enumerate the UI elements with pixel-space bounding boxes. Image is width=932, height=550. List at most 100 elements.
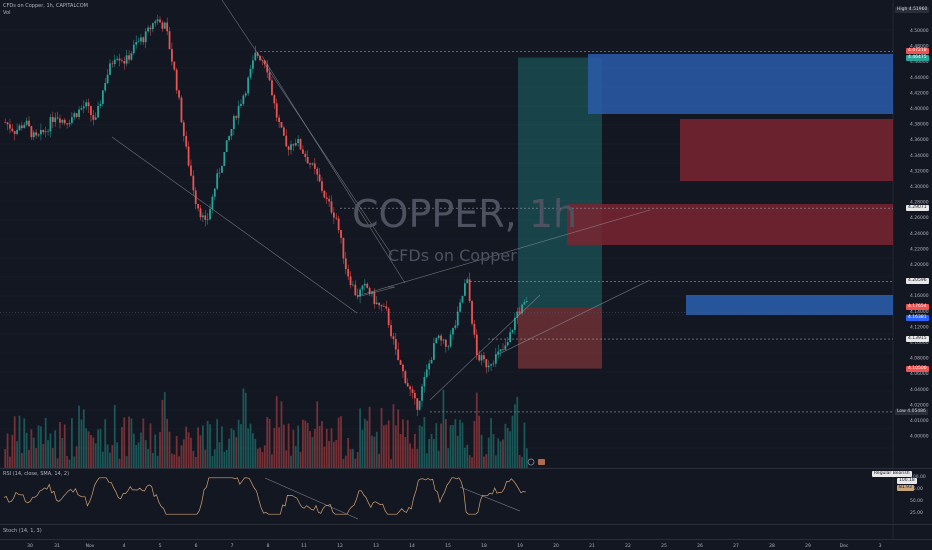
candle-body [404,371,407,384]
volume-bar [101,451,104,468]
candle-body [49,117,52,132]
candle-body [378,302,381,306]
candle-body [47,131,49,132]
volume-bar [30,429,33,468]
volume-bar [171,453,173,468]
candle-body [235,116,238,118]
y-axis-tick-label: 4.06000 [910,371,929,377]
y-axis-tick-label: 4.34000 [910,153,929,159]
volume-bar [383,425,385,468]
watermark-symbol: COPPER, 1h [352,192,578,236]
volume-bar [32,437,35,468]
candle-body [337,218,340,231]
candle-body [259,55,261,61]
volume-bar [223,451,226,468]
volume-bar [394,425,397,468]
volume-bar [75,446,78,468]
price-label-tag: 4.10500 [906,365,929,372]
volume-bar [354,458,357,468]
volume-bar [490,418,492,468]
volume-bar [375,431,378,468]
volume-bar [499,441,502,468]
volume-bar [378,453,381,468]
volume-bar [190,437,192,468]
candle-body [466,279,469,284]
volume-bar [371,435,373,468]
y-axis-tick-label: 4.01000 [910,418,929,424]
candle-body [437,335,440,339]
candle-body [440,335,442,341]
trend-line [261,55,406,284]
candle-body [506,342,509,346]
volume-bar [147,449,149,468]
volume-bar [494,455,497,468]
y-axis-tick-label: 4.36000 [910,137,929,143]
volume-bar [347,438,350,468]
y-axis-tick-label: 4.12000 [910,324,929,330]
volume-bar [185,426,188,468]
y-axis-tick-label: 4.24000 [910,231,929,237]
volume-bar [168,431,171,468]
candle-body [285,135,288,147]
demand-zone-blue [686,295,893,315]
candle-body [485,359,488,368]
candle-body [447,346,450,348]
volume-bar [437,450,440,468]
trend-line [429,294,541,401]
candle-body [135,41,138,45]
volume-bar [54,430,57,468]
volume-bar [321,421,323,468]
volume-bar [428,439,431,468]
volume-bar [23,418,26,468]
volume-bar [213,449,216,468]
volume-bar [66,456,69,468]
volume-bar [280,401,283,468]
x-axis-tick-label: 8 [267,543,270,549]
rsi-divergence-tag: Regular Bearish [872,471,912,477]
volume-bar [294,446,297,468]
volume-bar [387,420,390,468]
candle-body [101,90,104,104]
volume-legend: Vol [3,10,11,16]
x-axis-tick-label: 30 [27,543,33,549]
volume-bar [356,452,359,468]
y-axis-tick-label: 4.14000 [910,309,929,315]
volume-bar [78,405,80,468]
volume-bar [25,432,28,468]
candle-body [137,41,140,43]
x-axis-tick-label: 6 [195,543,198,549]
volume-bar [113,405,116,468]
candle-body [475,334,478,355]
volume-bar [228,438,230,468]
rsi-axis-tick-label: 75.00 [910,486,923,492]
candle-body [452,328,454,335]
candle-body [175,69,178,91]
volume-bar [328,441,331,468]
volume-bar [278,427,280,468]
rsi-divergence-line [264,477,359,520]
candle-body [244,93,247,96]
candle-body [256,52,259,56]
volume-bar [59,422,61,468]
candle-body [490,364,492,366]
candle-body [106,74,109,84]
candle-body [292,144,295,146]
volume-bar [242,388,245,468]
candle-body [287,146,290,150]
candle-body [325,197,328,199]
volume-bar [261,452,264,468]
candle-body [406,383,409,387]
candle-body [280,121,283,128]
candle-body [59,118,61,123]
price-label-tag: 4.13915 [906,336,929,343]
candle-body [461,295,464,303]
calendar-event-icon [538,459,545,465]
candle-body [223,152,226,167]
candle-body [278,117,280,122]
volume-bar [56,458,59,468]
candle-body [421,386,423,401]
y-axis-tick-label: 4.42000 [910,90,929,96]
volume-bar [49,433,52,468]
y-axis-tick-label: 4.26000 [910,215,929,221]
